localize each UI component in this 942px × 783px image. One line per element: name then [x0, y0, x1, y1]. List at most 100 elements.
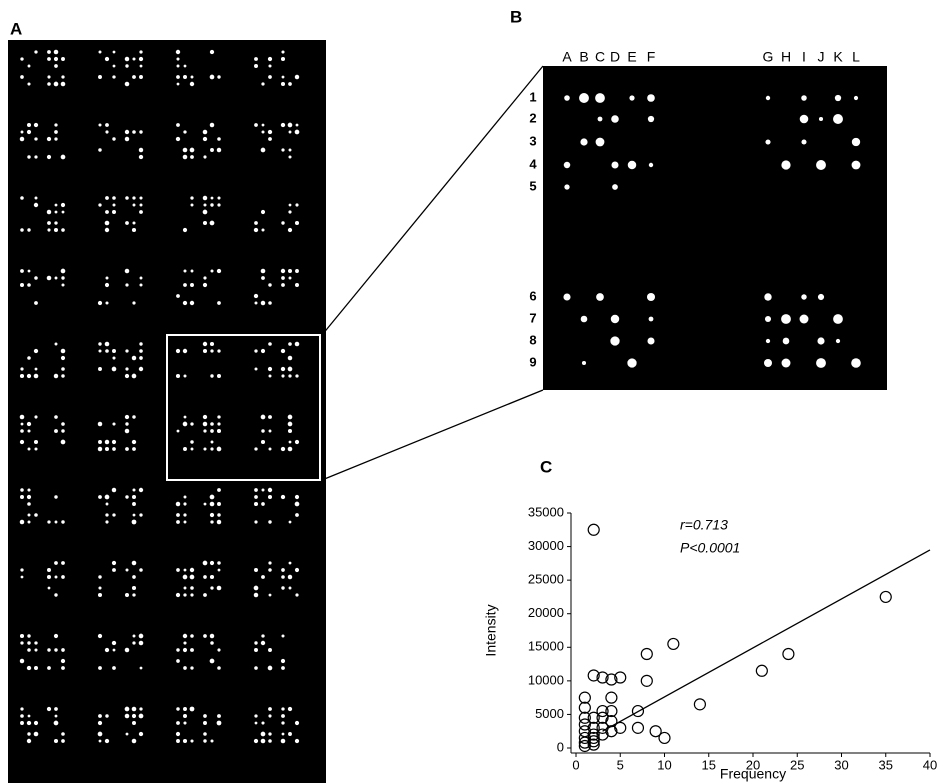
spot: [268, 137, 272, 141]
spot: [132, 502, 136, 506]
spot: [47, 228, 50, 231]
spot: [254, 714, 257, 717]
spot: [61, 57, 65, 61]
spot: [34, 415, 37, 418]
spot: [20, 707, 23, 710]
spot: [61, 429, 64, 432]
spot: [139, 568, 143, 572]
point: [659, 732, 670, 743]
spot: [54, 561, 58, 565]
spot: [139, 356, 143, 360]
spot: [27, 130, 31, 134]
spot: [254, 64, 258, 68]
spot: [854, 96, 858, 100]
spot: [112, 349, 116, 353]
spot: [281, 634, 284, 637]
point: [694, 699, 705, 710]
spot: [254, 520, 257, 523]
spot: [203, 732, 207, 736]
spot: [262, 489, 265, 492]
spot: [139, 283, 142, 286]
row-label: 9: [529, 354, 536, 369]
spot: [254, 123, 258, 127]
spot: [183, 593, 186, 596]
spot: [105, 301, 108, 304]
spot: [217, 666, 221, 670]
spot: [281, 447, 285, 451]
spot: [183, 228, 187, 232]
spot: [55, 204, 58, 207]
spot: [20, 137, 24, 141]
spot: [269, 448, 272, 451]
y-tick-label: 30000: [528, 538, 564, 553]
spot: [34, 374, 39, 379]
spot: [139, 732, 143, 736]
spot: [176, 520, 180, 524]
spot: [268, 520, 271, 523]
spot: [261, 301, 265, 305]
spot: [268, 714, 271, 717]
spot: [54, 228, 58, 232]
spot: [98, 575, 101, 578]
spot: [139, 210, 143, 214]
spot: [27, 82, 30, 85]
column-label: C: [595, 49, 605, 65]
spot: [217, 721, 222, 726]
spot: [611, 161, 618, 168]
spot: [262, 131, 265, 134]
spot: [132, 221, 135, 224]
spot: [295, 440, 299, 444]
spot: [112, 447, 116, 451]
spot: [125, 269, 130, 274]
spot: [139, 155, 143, 159]
spot: [254, 294, 258, 298]
spot: [112, 513, 115, 516]
spot: [261, 276, 265, 280]
spot: [295, 130, 300, 135]
spot: [61, 520, 64, 523]
spot: [62, 211, 65, 214]
spot: [20, 283, 24, 287]
spot: [105, 221, 110, 226]
spot: [106, 503, 109, 506]
spot: [210, 575, 214, 579]
spot: [598, 117, 603, 122]
spot: [217, 203, 220, 206]
spot: [800, 315, 809, 324]
spot: [282, 733, 285, 736]
spot: [210, 422, 214, 426]
spot: [34, 276, 38, 280]
spot: [217, 429, 221, 433]
spot: [254, 447, 257, 450]
spot: [176, 593, 180, 597]
spot: [105, 520, 108, 523]
column-label: H: [781, 49, 791, 65]
spot: [288, 123, 293, 128]
spot: [191, 448, 194, 451]
spot: [27, 374, 31, 378]
spot: [177, 430, 180, 433]
spot: [254, 495, 258, 499]
spot: [217, 520, 221, 524]
spot: [125, 707, 130, 712]
spot: [203, 221, 207, 225]
spot: [210, 659, 215, 664]
spot: [20, 520, 25, 525]
spot: [34, 447, 37, 450]
spot: [564, 184, 569, 189]
spot: [20, 75, 24, 79]
spot: [595, 93, 605, 103]
spot: [61, 561, 65, 565]
spot: [132, 75, 136, 79]
spot: [190, 739, 193, 742]
spot: [61, 283, 64, 286]
column-label: D: [610, 49, 620, 65]
spot: [98, 732, 103, 737]
x-tick-label: 35: [879, 757, 893, 772]
spot: [133, 514, 136, 517]
spot: [47, 648, 50, 651]
spot: [261, 634, 264, 637]
spot: [261, 502, 265, 506]
spot: [183, 301, 187, 305]
spot: [203, 593, 207, 597]
